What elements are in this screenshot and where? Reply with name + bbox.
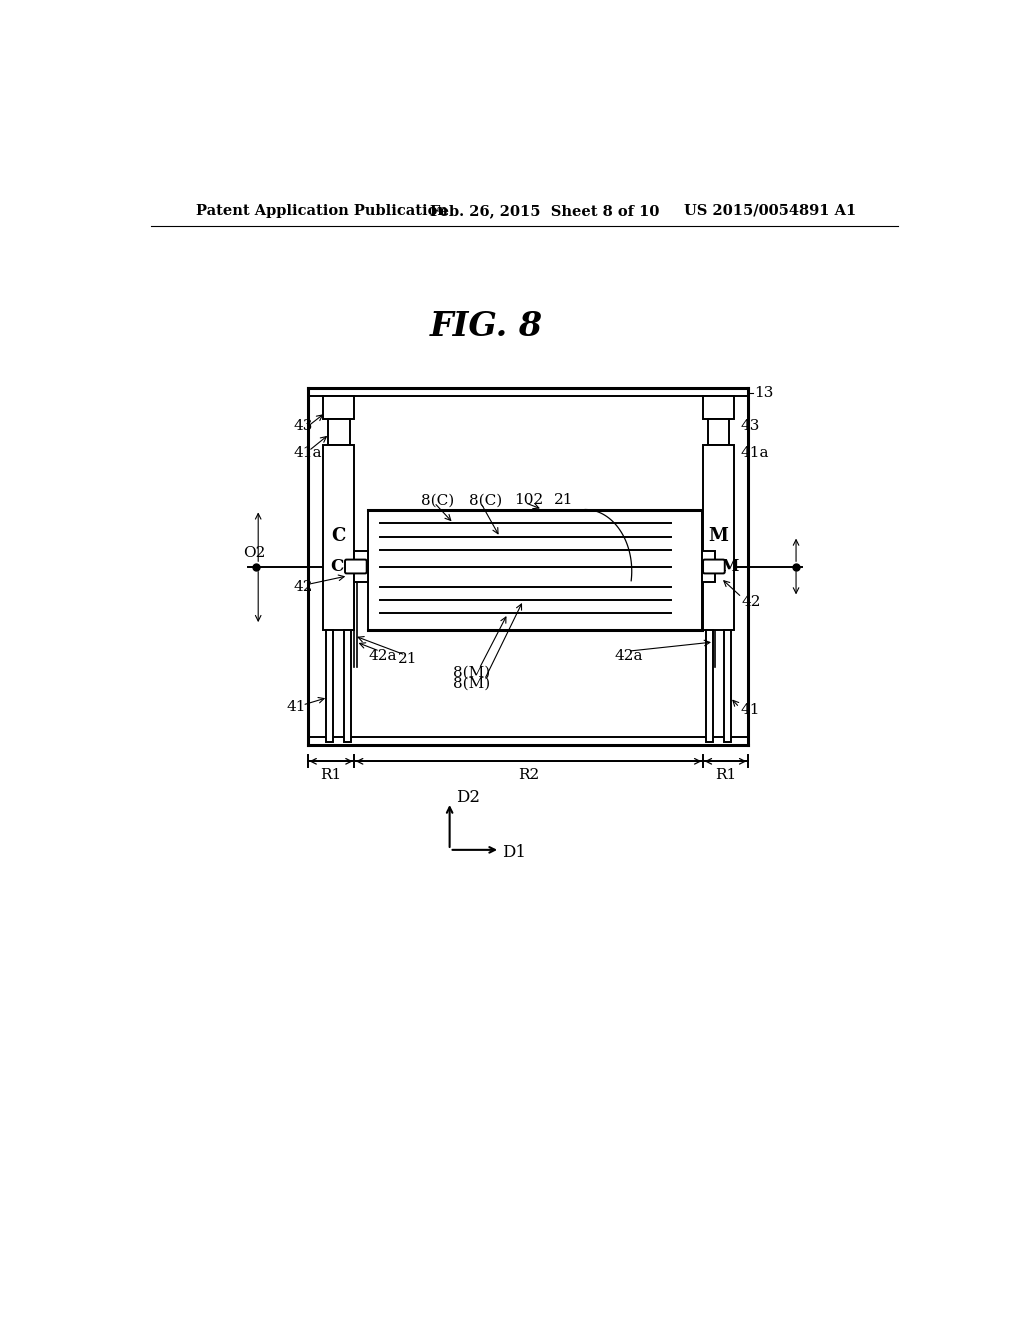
Text: R2: R2 <box>518 768 540 783</box>
FancyBboxPatch shape <box>703 560 725 573</box>
Text: 13: 13 <box>755 387 773 400</box>
Text: C: C <box>331 558 344 576</box>
Text: 102: 102 <box>514 494 543 507</box>
Text: Feb. 26, 2015  Sheet 8 of 10: Feb. 26, 2015 Sheet 8 of 10 <box>430 203 659 218</box>
Text: R1: R1 <box>715 768 736 783</box>
Text: 41: 41 <box>740 702 760 717</box>
Bar <box>703 396 734 418</box>
Text: Patent Application Publication: Patent Application Publication <box>197 203 449 218</box>
Text: M: M <box>709 527 728 545</box>
Text: O2: O2 <box>243 545 265 560</box>
Text: 8(C): 8(C) <box>469 494 502 507</box>
Text: 21: 21 <box>397 652 417 665</box>
Text: FIG. 8: FIG. 8 <box>430 310 544 343</box>
Bar <box>344 630 351 742</box>
Text: 41: 41 <box>287 700 306 714</box>
Text: 8(M): 8(M) <box>454 665 490 680</box>
Text: 42: 42 <box>293 579 312 594</box>
Text: US 2015/0054891 A1: US 2015/0054891 A1 <box>684 203 857 218</box>
Bar <box>327 630 334 742</box>
Text: 42a: 42a <box>614 649 643 663</box>
Text: 42a: 42a <box>369 649 396 663</box>
Bar <box>724 630 731 742</box>
Text: 43: 43 <box>293 420 312 433</box>
Bar <box>708 418 729 445</box>
Bar <box>703 445 734 630</box>
Text: 42: 42 <box>741 595 761 609</box>
Bar <box>701 552 716 582</box>
Text: 41a: 41a <box>293 446 322 461</box>
Text: 41a: 41a <box>740 446 769 461</box>
Bar <box>324 396 354 418</box>
Text: C: C <box>332 527 346 545</box>
Text: R1: R1 <box>321 768 342 783</box>
Bar <box>354 552 369 582</box>
Text: M: M <box>720 558 738 576</box>
Bar <box>707 630 713 742</box>
Text: 43: 43 <box>740 420 760 433</box>
Text: 8(C): 8(C) <box>421 494 455 507</box>
Text: 21: 21 <box>554 494 573 507</box>
FancyBboxPatch shape <box>345 560 367 573</box>
Bar <box>324 445 354 630</box>
Text: 8(M): 8(M) <box>454 677 490 690</box>
Text: D2: D2 <box>456 789 480 807</box>
Text: D1: D1 <box>503 845 526 862</box>
Bar <box>328 418 349 445</box>
